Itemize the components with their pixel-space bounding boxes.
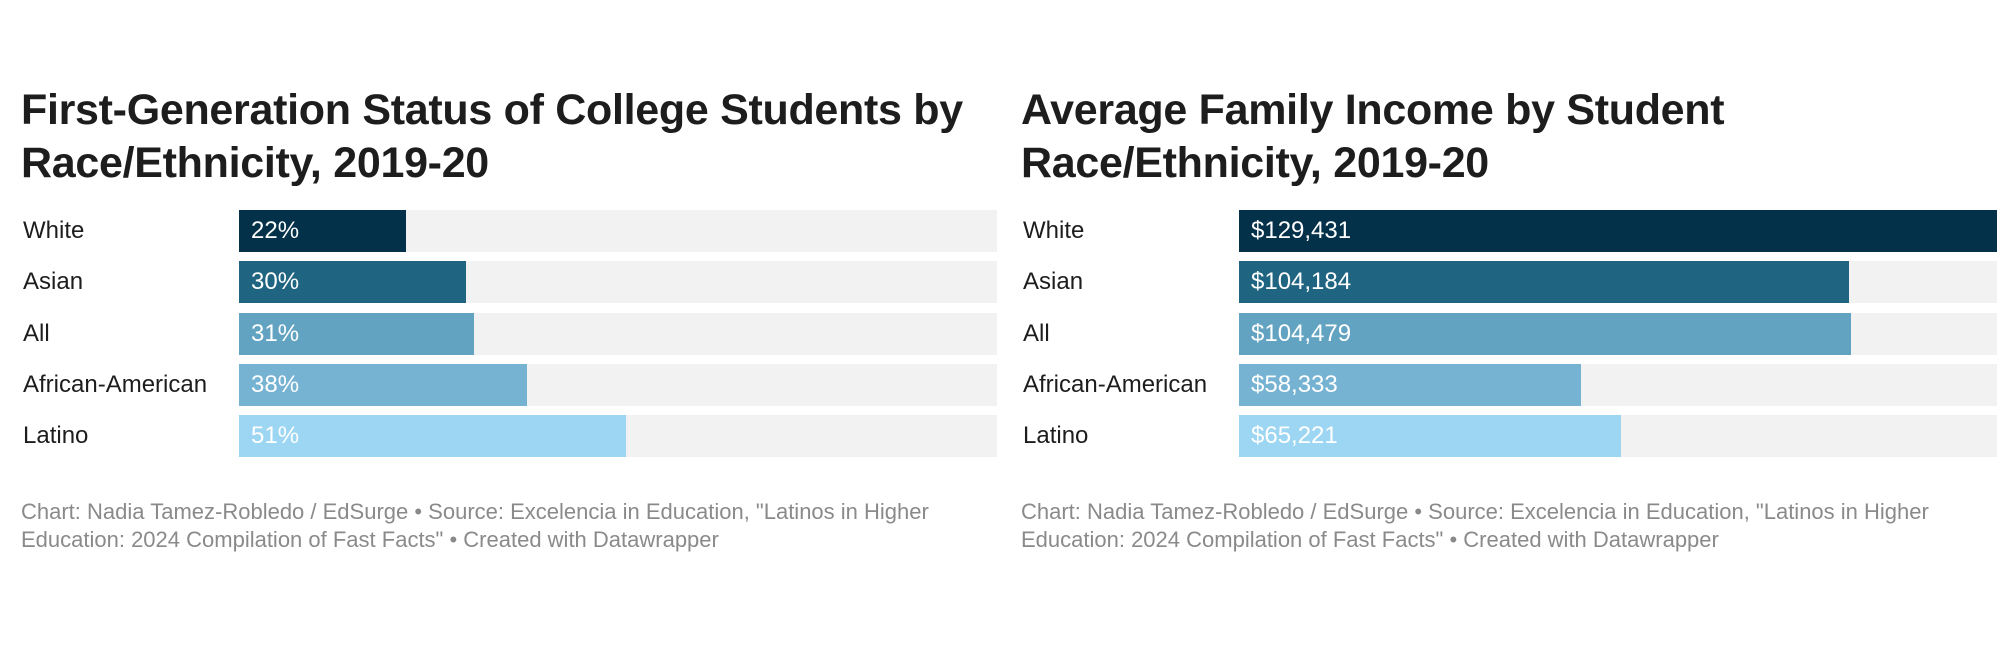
- category-label: Asian: [23, 268, 84, 295]
- bar: [239, 313, 474, 355]
- bar: [239, 364, 527, 406]
- category-label: All: [1023, 320, 1050, 347]
- value-label: $104,184: [1251, 268, 1352, 295]
- bar-list: White $129,431 Asian $104,184 All $104,479 Afr…: [1021, 210, 1999, 461]
- value-label: $104,479: [1251, 320, 1352, 347]
- bar-track: 38%: [239, 364, 997, 406]
- value-label: 22%: [251, 217, 300, 244]
- bar-track: $104,184: [1239, 261, 1997, 303]
- bar-row: Latino 51%: [21, 415, 999, 457]
- bar: [1239, 261, 1849, 303]
- bar-row: African-American 38%: [21, 364, 999, 406]
- category-label: Latino: [23, 422, 89, 449]
- chart-title: Average Family Income by Student Race/Et…: [1021, 86, 1725, 187]
- bar-row: Asian 30%: [21, 261, 999, 303]
- category-label: African-American: [23, 371, 208, 398]
- chart-notes: Chart: Nadia Tamez-Robledo / EdSurge • S…: [1021, 499, 1929, 552]
- bar-track: 22%: [239, 210, 997, 252]
- bar: [1239, 313, 1851, 355]
- bar-row: White $129,431: [1021, 210, 1999, 252]
- chart-title: First-Generation Status of College Stude…: [21, 86, 963, 187]
- bar-track: $129,431: [1239, 210, 1997, 252]
- bar-track: $65,221: [1239, 415, 1997, 457]
- bar-track: 30%: [239, 261, 997, 303]
- bar-row: All 31%: [21, 313, 999, 355]
- category-label: Asian: [1023, 268, 1084, 295]
- bar-track: $104,479: [1239, 313, 1997, 355]
- category-label: All: [23, 320, 50, 347]
- value-label: 38%: [251, 371, 300, 398]
- bar: [1239, 415, 1621, 457]
- bar: [1239, 364, 1581, 406]
- bar-list: White 22% Asian 30% All 31% African-American 38…: [21, 210, 999, 461]
- category-label: African-American: [1023, 371, 1208, 398]
- category-label: White: [1023, 217, 1085, 244]
- bar-track: $58,333: [1239, 364, 1997, 406]
- family-income-chart: Average Family Income by Student Race/Et…: [1021, 84, 1999, 552]
- bar-row: All $104,479: [1021, 313, 1999, 355]
- value-label: $129,431: [1251, 217, 1352, 244]
- chart-notes: Chart: Nadia Tamez-Robledo / EdSurge • S…: [21, 499, 929, 552]
- bar-row: Asian $104,184: [1021, 261, 1999, 303]
- bar-track: 31%: [239, 313, 997, 355]
- value-label: $65,221: [1251, 422, 1338, 449]
- category-label: Latino: [1023, 422, 1089, 449]
- bar: [239, 261, 466, 303]
- value-label: 31%: [251, 320, 300, 347]
- bar: [1239, 210, 1997, 252]
- bar: [239, 415, 626, 457]
- value-label: 30%: [251, 268, 300, 295]
- first-generation-chart: First-Generation Status of College Stude…: [21, 84, 999, 552]
- value-label: $58,333: [1251, 371, 1338, 398]
- bar-track: 51%: [239, 415, 997, 457]
- category-label: White: [23, 217, 85, 244]
- bar-row: African-American $58,333: [1021, 364, 1999, 406]
- bar-row: White 22%: [21, 210, 999, 252]
- bar-row: Latino $65,221: [1021, 415, 1999, 457]
- bar: [239, 210, 406, 252]
- value-label: 51%: [251, 422, 300, 449]
